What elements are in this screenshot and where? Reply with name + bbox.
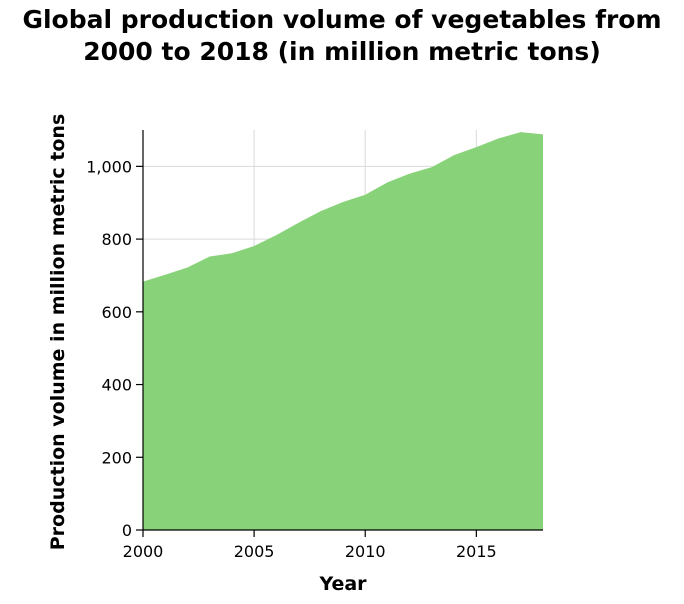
x-axis-ticks: 2000 2005 2010 2015 bbox=[123, 530, 497, 561]
chart-title-line-2: 2000 to 2018 (in million metric tons) bbox=[83, 37, 601, 66]
y-tick-label: 1,000 bbox=[86, 157, 132, 176]
x-tick-label: 2005 bbox=[234, 542, 275, 561]
x-tick-label: 2000 bbox=[123, 542, 164, 561]
y-tick-label: 0 bbox=[122, 521, 132, 540]
y-axis-title: Production volume in million metric tons bbox=[47, 114, 69, 551]
y-tick-label: 400 bbox=[101, 376, 132, 395]
x-tick-label: 2015 bbox=[456, 542, 497, 561]
x-tick-label: 2010 bbox=[345, 542, 386, 561]
chart-title-line-1: Global production volume of vegetables f… bbox=[22, 5, 662, 34]
y-tick-label: 800 bbox=[101, 230, 132, 249]
y-axis-ticks: 0 200 400 600 800 1,000 bbox=[86, 157, 143, 540]
production-area bbox=[143, 132, 543, 530]
y-tick-label: 200 bbox=[101, 448, 132, 467]
chart-title: Global production volume of vegetables f… bbox=[0, 4, 684, 68]
x-axis-title: Year bbox=[318, 573, 367, 595]
y-tick-label: 600 bbox=[101, 303, 132, 322]
